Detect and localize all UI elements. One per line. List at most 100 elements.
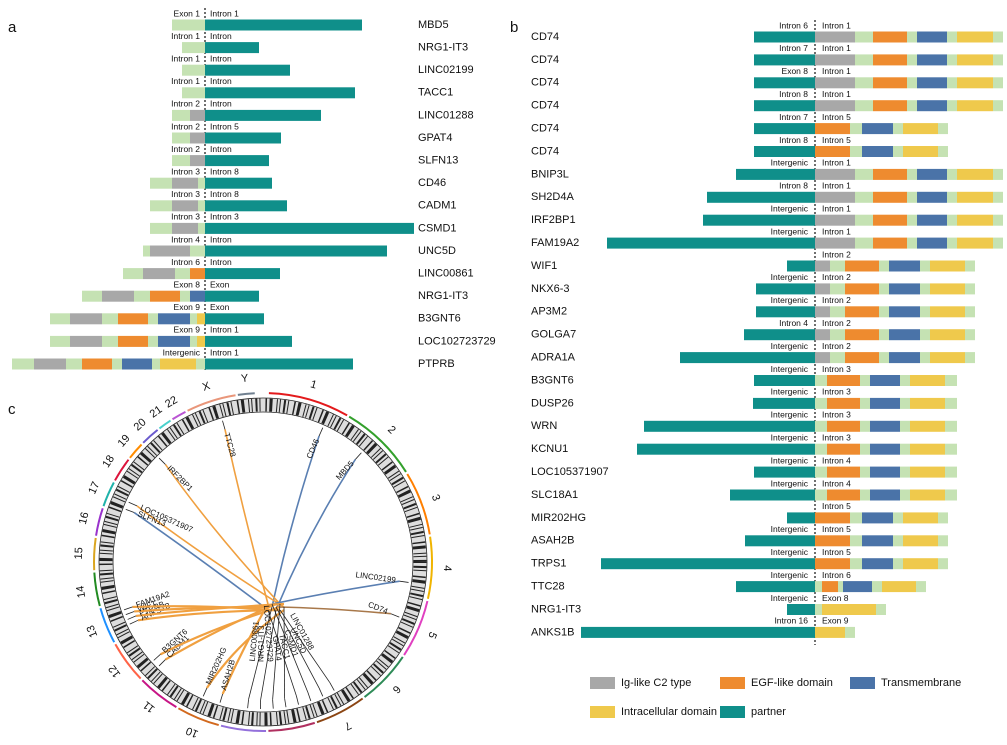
gene-name: IRF2BP1: [531, 214, 576, 226]
gene-name: CD74: [531, 100, 559, 112]
domain-segment: [860, 490, 870, 501]
gene-name: GPAT4: [418, 132, 452, 144]
domain-segment: [870, 398, 900, 409]
breakpoint-label: Intron 1: [822, 20, 851, 30]
gene-tick: [124, 607, 133, 610]
domain-segment: [947, 238, 957, 249]
domain-segment: [830, 283, 845, 294]
gene-tick: [220, 694, 223, 703]
domain-segment: [855, 77, 873, 88]
domain-segment: [965, 352, 975, 363]
domain-segment: [172, 133, 190, 144]
domain-segment: [945, 444, 957, 455]
breakpoint-label: Intron 1: [210, 347, 239, 357]
panel-label: c: [8, 401, 16, 418]
breakpoint-label: Intron 2: [822, 341, 851, 351]
domain-segment: [870, 421, 900, 432]
partner-bar: [205, 291, 259, 302]
domain-segment: [855, 169, 873, 180]
domain-segment: [827, 375, 860, 386]
breakpoint-label: Intron 8: [779, 135, 808, 145]
domain-segment: [815, 444, 827, 455]
partner-bar: [680, 352, 815, 363]
breakpoint-label: Intron 7: [779, 43, 808, 53]
domain-segment: [893, 146, 903, 157]
circos-gene-label: IRF2BP1: [165, 464, 195, 494]
domain-segment: [938, 558, 948, 569]
domain-segment: [172, 20, 205, 31]
breakpoint-label: Intron 4: [779, 318, 808, 328]
domain-segment: [917, 238, 947, 249]
breakpoint-label: Intron 5: [822, 501, 851, 511]
domain-segment: [70, 336, 102, 347]
partner-bar: [205, 313, 264, 324]
breakpoint-label: Exon 9: [174, 302, 201, 312]
partner-bar: [637, 444, 815, 455]
domain-segment: [830, 261, 845, 272]
breakpoint-label: Intron: [210, 76, 232, 86]
domain-segment: [947, 169, 957, 180]
domain-segment: [903, 512, 938, 523]
breakpoint-label: Intron 16: [774, 616, 808, 626]
gene-name: ANKS1B: [531, 626, 574, 638]
domain-segment: [172, 223, 198, 234]
chromosome-label: 19: [116, 433, 133, 450]
gene-tick: [308, 692, 311, 701]
breakpoint-label: Exon 8: [822, 593, 849, 603]
partner-bar: [754, 77, 815, 88]
legend-swatch: [850, 677, 875, 689]
domain-segment: [957, 215, 993, 226]
domain-segment: [910, 421, 945, 432]
domain-segment: [993, 77, 1003, 88]
partner-bar: [205, 246, 387, 257]
domain-segment: [172, 110, 190, 121]
gene-name: LINC02199: [418, 64, 474, 76]
domain-segment: [70, 313, 102, 324]
partner-bar: [205, 336, 292, 347]
domain-segment: [50, 336, 70, 347]
gene-tick: [126, 509, 134, 512]
domain-segment: [850, 146, 862, 157]
legend-swatch: [590, 706, 615, 718]
domain-segment: [916, 581, 926, 592]
domain-segment: [118, 313, 148, 324]
domain-segment: [150, 223, 172, 234]
breakpoint-label: Intron 5: [822, 112, 851, 122]
domain-segment: [900, 421, 910, 432]
chromosome-label: 12: [106, 663, 123, 680]
domain-segment: [12, 359, 34, 370]
gene-tick: [273, 700, 274, 709]
domain-segment: [870, 490, 900, 501]
breakpoint-label: Intron 3: [210, 212, 239, 222]
partner-bar: [205, 110, 321, 121]
panel-label: a: [8, 19, 17, 36]
domain-segment: [947, 192, 957, 203]
domain-segment: [850, 558, 862, 569]
domain-segment: [815, 604, 822, 615]
domain-segment: [50, 313, 70, 324]
ideogram-inner: [113, 412, 413, 712]
panel-label: b: [510, 19, 518, 36]
chromosome-label: 15: [73, 547, 86, 560]
domain-segment: [893, 558, 903, 569]
domain-segment: [993, 32, 1003, 43]
breakpoint-label: Intron 2: [822, 272, 851, 282]
gene-name: LINC01288: [418, 109, 474, 121]
breakpoint-label: Intron 8: [779, 89, 808, 99]
chromosome-arc: [221, 726, 266, 731]
domain-segment: [66, 359, 82, 370]
breakpoint-label: Intron 2: [822, 295, 851, 305]
domain-segment: [965, 283, 975, 294]
domain-segment: [198, 178, 205, 189]
domain-segment: [889, 261, 920, 272]
legend-label: EGF-like domain: [751, 677, 833, 689]
gene-name: LINC00861: [418, 268, 474, 280]
gene-tick: [222, 421, 224, 430]
domain-segment: [158, 313, 190, 324]
breakpoint-label: Intron 1: [210, 325, 239, 335]
domain-segment: [118, 336, 148, 347]
breakpoint-label: Intron 3: [171, 166, 200, 176]
domain-segment: [815, 352, 830, 363]
legend-label: Transmembrane: [881, 677, 961, 689]
